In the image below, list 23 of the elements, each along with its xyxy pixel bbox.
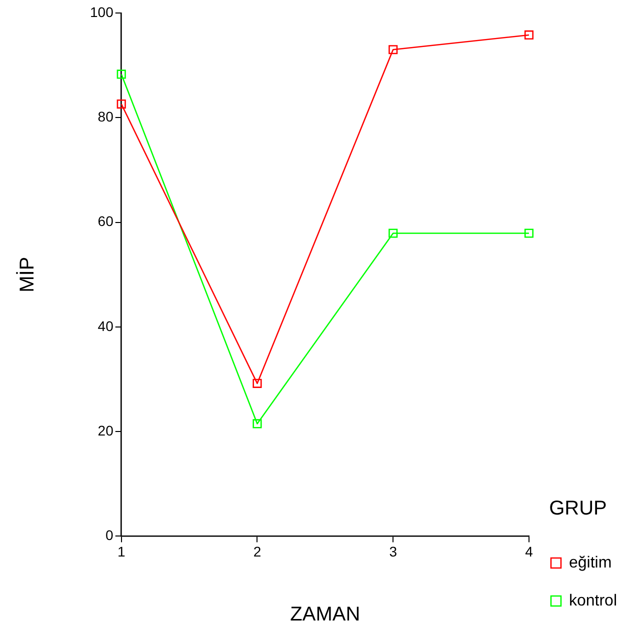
y-tick-label: 80 bbox=[98, 108, 114, 124]
y-tick-label: 100 bbox=[90, 4, 114, 20]
x-tick-label: 2 bbox=[253, 543, 262, 560]
point bbox=[524, 228, 534, 238]
y-tick-label: 0 bbox=[106, 527, 114, 544]
point bbox=[524, 30, 534, 40]
point bbox=[116, 70, 126, 79]
legend-title: GRUP bbox=[549, 498, 607, 520]
legend-label: kontrol bbox=[568, 592, 618, 610]
legend-label: eğitim bbox=[568, 554, 612, 572]
point bbox=[252, 419, 262, 428]
point bbox=[388, 45, 398, 54]
x-axis-title: ZAMAN bbox=[290, 604, 360, 626]
point bbox=[388, 228, 398, 238]
x-tick-label: 4 bbox=[525, 543, 534, 560]
point bbox=[252, 378, 262, 388]
y-axis-title: MİP bbox=[16, 256, 39, 292]
y-tick-label: 60 bbox=[98, 213, 114, 230]
x-tick-label: 1 bbox=[117, 543, 126, 560]
point bbox=[116, 100, 126, 109]
y-tick-label: 40 bbox=[98, 318, 114, 334]
x-tick-label: 3 bbox=[389, 543, 398, 560]
y-tick-label: 20 bbox=[98, 422, 114, 438]
